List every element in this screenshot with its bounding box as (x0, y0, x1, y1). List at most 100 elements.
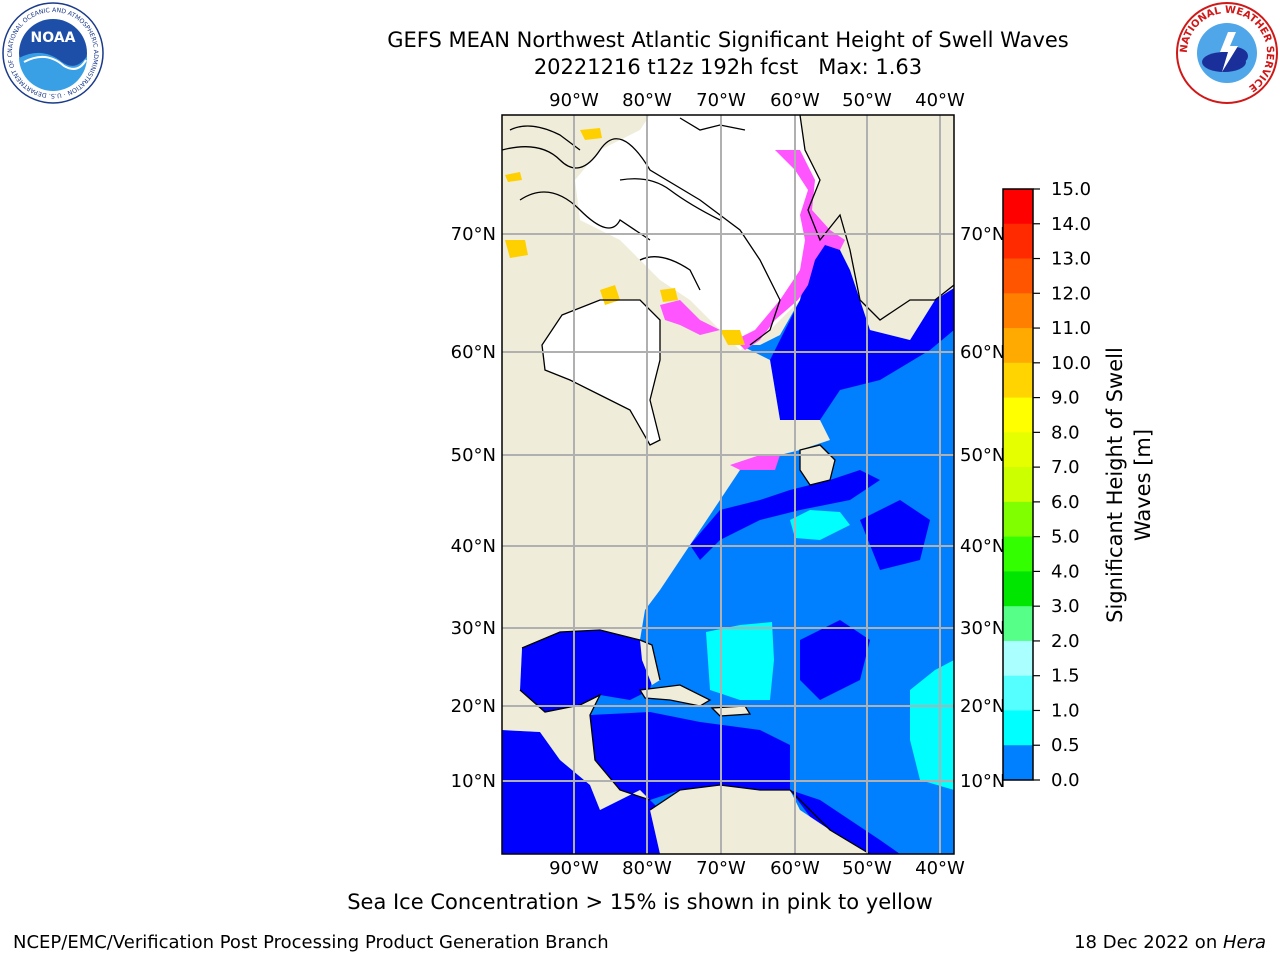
colorbar-frame (1002, 188, 1034, 781)
lon-label-top: 90°W (549, 90, 599, 111)
noaa-text: NOAA (31, 30, 76, 46)
graticule (502, 115, 954, 854)
land-cuba (640, 685, 710, 706)
lat-label-left: 40°N (451, 536, 496, 557)
footer-organization: NCEP/EMC/Verification Post Processing Pr… (13, 932, 609, 953)
lon-label-top: 50°W (842, 90, 892, 111)
colorbar-segment (1003, 467, 1033, 503)
lon-label-bottom: 40°W (915, 858, 965, 879)
lon-label-bottom: 70°W (696, 858, 746, 879)
map-title: GEFS MEAN Northwest Atlantic Significant… (387, 28, 1069, 52)
colorbar-segment (1003, 745, 1033, 781)
colorbar-segment (1003, 501, 1033, 538)
lat-label-left: 60°N (451, 342, 496, 363)
colorbar-segment (1003, 710, 1033, 746)
ocean-swell-high-central (706, 622, 774, 700)
colorbar-tick-label: 9.0 (1051, 388, 1080, 409)
colorbar-tick-label: 0.5 (1051, 735, 1080, 756)
colorbar-segment (1003, 223, 1033, 260)
colorbar-tick-label: 1.0 (1051, 700, 1080, 721)
latitude-labels-left: 70°N 60°N 50°N 40°N 30°N 20°N 10°N (451, 224, 496, 792)
colorbar-segment (1003, 293, 1033, 329)
lon-label-top: 70°W (696, 90, 746, 111)
colorbar-segment (1003, 328, 1033, 364)
sea-ice-baffin (575, 115, 820, 350)
colorbar-label-line2: Waves [m] (1131, 429, 1155, 541)
coastlines (502, 115, 954, 854)
lat-label-left: 70°N (451, 224, 496, 245)
lat-label-left: 50°N (451, 445, 496, 466)
map-subtitle: 20221216 t12z 192h fcst Max: 1.63 (533, 55, 923, 79)
colorbar-tick-label: 14.0 (1051, 214, 1091, 235)
colorbar-segment (1003, 397, 1033, 433)
map-area (502, 115, 954, 854)
lat-label-left: 20°N (451, 696, 496, 717)
colorbar-tick-label: 6.0 (1051, 492, 1080, 513)
land-florida (640, 640, 660, 685)
noaa-logo: NATIONAL OCEANIC AND ATMOSPHERIC ADMINIS… (2, 2, 104, 104)
sea-ice-caption: Sea Ice Concentration > 15% is shown in … (347, 890, 933, 914)
lon-label-top: 80°W (622, 90, 672, 111)
colorbar-tick-label: 8.0 (1051, 422, 1080, 443)
lat-label-right: 50°N (960, 445, 1005, 466)
lon-label-top: 40°W (915, 90, 965, 111)
colorbar-tick-label: 3.0 (1051, 596, 1080, 617)
colorbar-tick-label: 4.0 (1051, 561, 1080, 582)
lat-label-right: 30°N (960, 618, 1005, 639)
colorbar-segment (1003, 536, 1033, 572)
sea-ice-edge-gulf-stlawrence (730, 455, 780, 470)
colorbar-tick-label: 13.0 (1051, 249, 1091, 270)
land-south-america (650, 785, 870, 854)
ocean-swell-low-brazil (790, 790, 900, 854)
lat-label-left: 30°N (451, 618, 496, 639)
colorbar-label-line1: Significant Height of Swell (1103, 347, 1127, 623)
ocean-swell-high-north (790, 510, 850, 540)
lat-label-right: 40°N (960, 536, 1005, 557)
ocean-swell-low-patches (800, 500, 930, 700)
longitude-labels-top: 90°W 80°W 70°W 60°W 50°W 40°W (549, 90, 965, 111)
colorbar-tick-label: 10.0 (1051, 353, 1091, 374)
land-greenland (800, 115, 954, 320)
latitude-labels-right: 70°N 60°N 50°N 40°N 30°N 20°N 10°N (960, 224, 1005, 792)
lat-label-right: 70°N (960, 224, 1005, 245)
footer-date: 18 Dec 2022 on Hera (1074, 932, 1266, 953)
colorbar-tick-label: 12.0 (1051, 283, 1091, 304)
lon-label-bottom: 50°W (842, 858, 892, 879)
ocean-swell-high-east (910, 660, 954, 790)
colorbar-tick-label: 5.0 (1051, 527, 1080, 548)
nws-logo: NATIONAL WEATHER SERVICE (1176, 2, 1278, 104)
sea-ice-edge-hudson (660, 300, 720, 335)
lat-label-right: 10°N (960, 771, 1005, 792)
colorbar-segment (1003, 606, 1033, 642)
lon-label-bottom: 90°W (549, 858, 599, 879)
colorbar-segment (1003, 640, 1033, 677)
lon-label-bottom: 80°W (622, 858, 672, 879)
lat-label-right: 60°N (960, 342, 1005, 363)
footer-date-text: 18 Dec 2022 on (1074, 932, 1223, 953)
longitude-labels-bottom: 90°W 80°W 70°W 60°W 50°W 40°W (549, 858, 965, 879)
ocean-swell-low-gulf (520, 630, 655, 712)
map-frame (501, 114, 955, 855)
colorbar-segment (1003, 189, 1033, 225)
colorbar-tick-label: 1.5 (1051, 666, 1080, 687)
footer-host: Hera (1222, 932, 1266, 953)
ocean-swell-low-shelf (690, 470, 880, 560)
colorbar (1003, 189, 1033, 781)
colorbar-tick-label: 11.0 (1051, 318, 1091, 339)
colorbar-tick-label: 7.0 (1051, 457, 1080, 478)
lat-label-right: 20°N (960, 696, 1005, 717)
ocean-swell-mid (502, 285, 954, 854)
ocean-swell-low-labrador (770, 240, 954, 420)
ocean-swell-low-south (502, 730, 660, 854)
colorbar-ticks: 15.0 14.0 13.0 12.0 11.0 10.0 9.0 8.0 7.0 6.0 5.0 4… (1033, 179, 1091, 791)
colorbar-tick-label: 0.0 (1051, 770, 1080, 791)
lon-label-bottom: 60°W (770, 858, 820, 879)
sea-ice-hudson-bay (542, 300, 660, 445)
ocean-swell-low-caribbean (590, 712, 790, 800)
colorbar-segment (1003, 258, 1033, 294)
lon-label-top: 60°W (770, 90, 820, 111)
colorbar-tick-label: 15.0 (1051, 179, 1091, 200)
colorbar-segment (1003, 571, 1033, 607)
colorbar-segment (1003, 675, 1033, 711)
